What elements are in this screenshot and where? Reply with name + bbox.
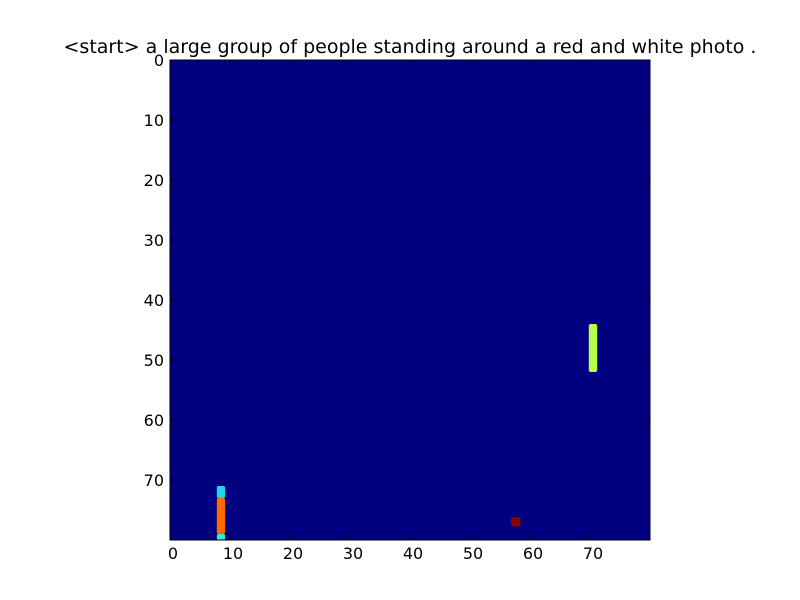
y-tick-label: 30 — [144, 231, 164, 250]
x-tick-label: 20 — [283, 544, 303, 563]
heatmap-cell-4 — [510, 517, 521, 527]
y-tick-label: 70 — [144, 471, 164, 490]
x-tick-label: 70 — [583, 544, 603, 563]
heatmap-cell-2 — [216, 498, 226, 534]
x-tick-label: 40 — [403, 544, 423, 563]
heatmap-background — [170, 60, 650, 540]
heatmap-cell-1 — [216, 486, 226, 498]
x-axis: 0 10 20 30 40 50 60 70 — [168, 60, 603, 563]
x-tick-label: 10 — [223, 544, 243, 563]
chart-title: <start> a large group of people standing… — [64, 36, 757, 58]
x-tick-label: 0 — [168, 544, 178, 563]
heatmap-cell-3 — [216, 534, 226, 540]
y-tick-label: 10 — [144, 111, 164, 130]
y-tick-label: 0 — [154, 51, 164, 70]
y-tick-label: 40 — [144, 291, 164, 310]
y-tick-label: 50 — [144, 351, 164, 370]
y-axis: 0 10 20 30 40 50 60 70 — [144, 51, 650, 490]
y-tick-label: 60 — [144, 411, 164, 430]
y-tick-label: 20 — [144, 171, 164, 190]
x-tick-label: 50 — [463, 544, 483, 563]
x-tick-label: 30 — [343, 544, 363, 563]
heatmap-regions — [216, 324, 598, 540]
heatmap-cell-0 — [588, 324, 598, 372]
x-tick-label: 60 — [523, 544, 543, 563]
